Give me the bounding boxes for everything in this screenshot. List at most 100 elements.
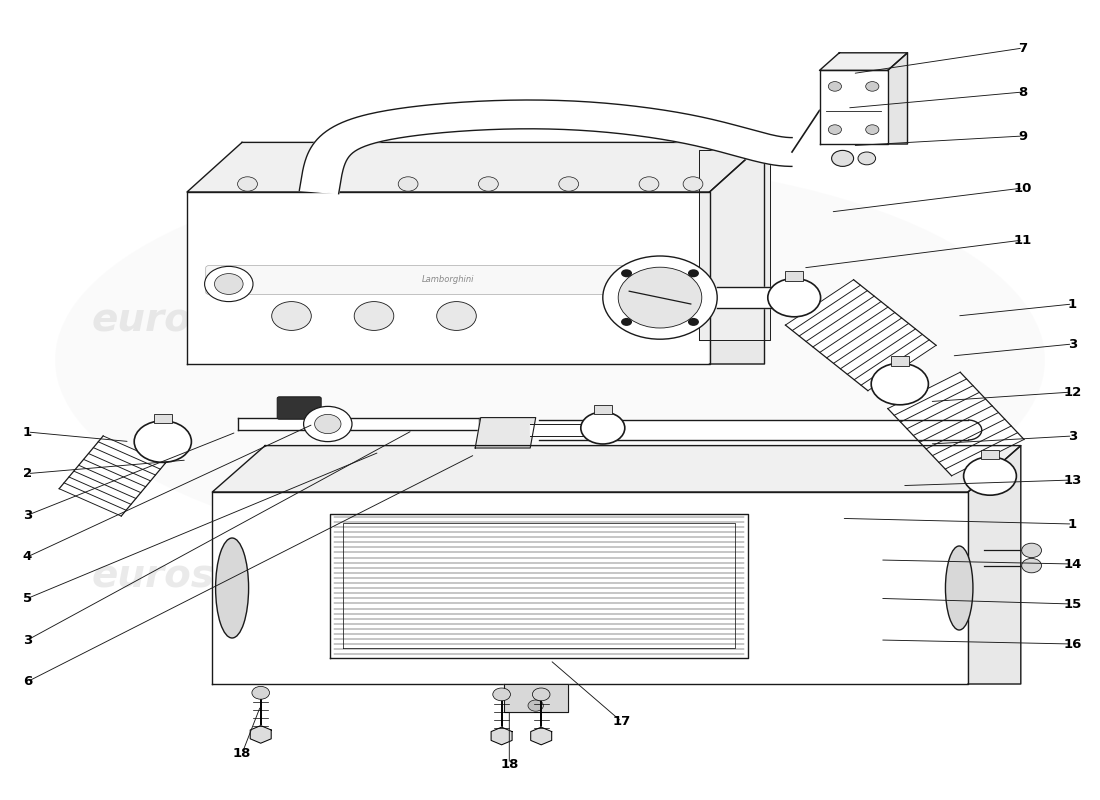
Text: 14: 14 xyxy=(1064,558,1081,570)
Circle shape xyxy=(1022,558,1042,573)
Circle shape xyxy=(1022,543,1042,558)
Circle shape xyxy=(437,302,476,330)
Ellipse shape xyxy=(945,546,974,630)
Text: eurospares: eurospares xyxy=(91,557,338,595)
Circle shape xyxy=(205,266,253,302)
Circle shape xyxy=(688,318,698,326)
Text: 12: 12 xyxy=(1064,386,1081,398)
Circle shape xyxy=(304,406,352,442)
Circle shape xyxy=(354,302,394,330)
Circle shape xyxy=(315,414,341,434)
Polygon shape xyxy=(299,100,792,194)
Circle shape xyxy=(559,177,579,191)
Circle shape xyxy=(866,82,879,91)
Text: 5: 5 xyxy=(23,592,32,605)
Circle shape xyxy=(964,457,1016,495)
Text: 13: 13 xyxy=(1064,474,1081,486)
Polygon shape xyxy=(785,280,936,390)
Polygon shape xyxy=(820,70,888,144)
Circle shape xyxy=(581,412,625,444)
Polygon shape xyxy=(539,420,990,440)
Polygon shape xyxy=(187,142,764,192)
Polygon shape xyxy=(888,372,1024,476)
Text: 18: 18 xyxy=(500,758,518,770)
Text: 16: 16 xyxy=(1064,638,1081,650)
Text: 18: 18 xyxy=(233,747,251,760)
Text: eurospares: eurospares xyxy=(91,301,338,339)
Circle shape xyxy=(528,700,543,711)
Text: 3: 3 xyxy=(23,509,32,522)
Text: 4: 4 xyxy=(23,550,32,563)
Ellipse shape xyxy=(55,160,1045,560)
Polygon shape xyxy=(250,726,272,743)
Circle shape xyxy=(618,267,702,328)
Text: 8: 8 xyxy=(1019,86,1027,98)
Text: 9: 9 xyxy=(1019,130,1027,142)
Text: eurospares: eurospares xyxy=(515,301,761,339)
Polygon shape xyxy=(187,192,710,364)
Polygon shape xyxy=(59,436,165,516)
Text: 3: 3 xyxy=(23,634,32,646)
Bar xyxy=(154,414,172,423)
Text: 3: 3 xyxy=(1068,338,1077,350)
Text: 10: 10 xyxy=(1014,182,1032,194)
Ellipse shape xyxy=(216,538,249,638)
Circle shape xyxy=(532,688,550,701)
Polygon shape xyxy=(698,150,770,340)
Text: 11: 11 xyxy=(1014,234,1032,246)
Text: 7: 7 xyxy=(1019,42,1027,54)
Circle shape xyxy=(214,274,243,294)
Bar xyxy=(594,405,612,414)
Polygon shape xyxy=(717,287,792,308)
Polygon shape xyxy=(530,727,552,745)
Circle shape xyxy=(238,177,257,191)
Text: 6: 6 xyxy=(23,675,32,688)
Circle shape xyxy=(621,318,632,326)
Text: eurospares: eurospares xyxy=(515,557,761,595)
Circle shape xyxy=(318,177,338,191)
Polygon shape xyxy=(968,446,1021,684)
FancyBboxPatch shape xyxy=(206,266,691,294)
Circle shape xyxy=(688,270,698,278)
Circle shape xyxy=(252,686,270,699)
Polygon shape xyxy=(504,684,568,712)
FancyBboxPatch shape xyxy=(277,397,321,419)
Polygon shape xyxy=(710,142,764,364)
Circle shape xyxy=(603,256,717,339)
Text: 17: 17 xyxy=(613,715,630,728)
Circle shape xyxy=(768,278,821,317)
Text: 15: 15 xyxy=(1064,598,1081,610)
Bar xyxy=(981,450,999,459)
Circle shape xyxy=(398,177,418,191)
Circle shape xyxy=(858,152,876,165)
Circle shape xyxy=(621,270,632,278)
Circle shape xyxy=(134,421,191,462)
Circle shape xyxy=(272,302,311,330)
Text: 2: 2 xyxy=(23,467,32,480)
Circle shape xyxy=(871,363,928,405)
Text: 3: 3 xyxy=(1068,430,1077,442)
Polygon shape xyxy=(491,727,513,745)
Text: 1: 1 xyxy=(1068,518,1077,530)
Circle shape xyxy=(866,125,879,134)
Circle shape xyxy=(493,688,510,701)
Polygon shape xyxy=(330,514,748,658)
Circle shape xyxy=(478,177,498,191)
Text: Lamborghini: Lamborghini xyxy=(422,275,474,285)
Bar xyxy=(785,271,803,281)
Circle shape xyxy=(828,82,842,91)
Circle shape xyxy=(639,177,659,191)
Bar xyxy=(891,356,909,366)
Polygon shape xyxy=(212,492,968,684)
Polygon shape xyxy=(475,418,536,448)
Text: 1: 1 xyxy=(1068,298,1077,310)
Circle shape xyxy=(828,125,842,134)
Polygon shape xyxy=(820,53,908,70)
Polygon shape xyxy=(530,424,607,436)
Circle shape xyxy=(683,177,703,191)
Polygon shape xyxy=(888,53,907,144)
Polygon shape xyxy=(238,418,478,430)
Polygon shape xyxy=(212,446,1021,492)
Circle shape xyxy=(832,150,854,166)
Text: 1: 1 xyxy=(23,426,32,438)
